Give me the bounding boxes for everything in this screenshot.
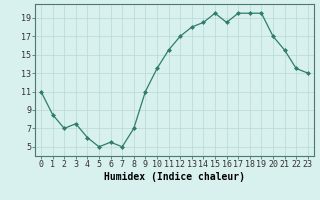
X-axis label: Humidex (Indice chaleur): Humidex (Indice chaleur) [104,172,245,182]
